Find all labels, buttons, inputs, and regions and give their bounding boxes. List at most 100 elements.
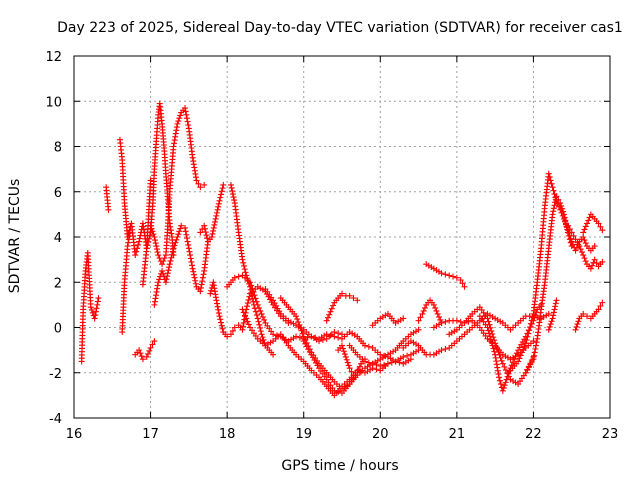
- data-point: [532, 345, 539, 352]
- data-point: [155, 279, 162, 286]
- data-point: [348, 368, 355, 375]
- data-point: [254, 301, 261, 308]
- series-trace-8: [151, 222, 211, 308]
- data-point: [257, 328, 264, 335]
- data-point: [258, 310, 265, 317]
- data-point: [94, 301, 101, 308]
- data-point: [242, 269, 249, 276]
- data-point: [577, 246, 584, 253]
- y-axis-label: SDTVAR / TECUs: [7, 179, 23, 294]
- data-point: [513, 350, 520, 357]
- data-point: [599, 299, 606, 306]
- data-point: [231, 274, 238, 281]
- data-point: [506, 368, 513, 375]
- data-point: [166, 261, 173, 268]
- data-point: [438, 270, 445, 277]
- data-point: [484, 324, 491, 331]
- y-tick-labels: -4 -2 0 2 4 6 8 10 12: [45, 50, 62, 427]
- data-point: [400, 315, 407, 322]
- data-point: [361, 358, 368, 365]
- data-point: [189, 262, 196, 269]
- data-point: [191, 274, 198, 281]
- data-point: [499, 360, 506, 367]
- data-point: [508, 362, 515, 369]
- data-point: [216, 313, 223, 320]
- data-point: [228, 184, 235, 191]
- data-point: [486, 330, 493, 337]
- data-point: [211, 221, 218, 228]
- data-point: [197, 288, 204, 295]
- data-points: [78, 100, 606, 399]
- data-point: [257, 307, 264, 314]
- data-point: [361, 342, 368, 349]
- y-tick-label: 2: [54, 276, 62, 291]
- data-point: [305, 346, 312, 353]
- data-point: [527, 320, 534, 327]
- data-point: [331, 387, 338, 394]
- data-point: [178, 222, 185, 229]
- data-point: [188, 258, 195, 265]
- data-point: [168, 254, 175, 261]
- data-point: [545, 326, 552, 333]
- data-point: [323, 317, 330, 324]
- data-point: [593, 260, 600, 267]
- data-point: [92, 308, 99, 315]
- data-point: [187, 252, 194, 259]
- y-tick-label: 10: [45, 95, 62, 110]
- data-point: [485, 327, 492, 334]
- data-point: [547, 177, 554, 184]
- data-point: [570, 232, 577, 239]
- data-point: [533, 339, 540, 346]
- data-point: [182, 228, 189, 235]
- data-point: [197, 229, 204, 236]
- data-point: [170, 245, 177, 252]
- data-point: [446, 272, 453, 279]
- data-point: [224, 333, 231, 340]
- data-point: [350, 295, 357, 302]
- y-tick-label: 12: [45, 50, 62, 65]
- data-point: [213, 297, 220, 304]
- data-point: [435, 313, 442, 320]
- series-trace-12: [224, 272, 414, 367]
- data-point: [344, 359, 351, 366]
- data-point: [419, 310, 426, 317]
- data-point: [453, 317, 460, 324]
- data-point: [171, 242, 178, 249]
- data-point: [529, 314, 536, 321]
- data-point: [227, 331, 234, 338]
- series-trace-30: [564, 222, 606, 272]
- data-point: [552, 300, 559, 307]
- data-point: [491, 348, 498, 355]
- data-point: [156, 255, 163, 262]
- data-point: [145, 238, 152, 245]
- data-point: [553, 297, 560, 304]
- data-point: [457, 318, 464, 325]
- data-point: [599, 227, 606, 234]
- data-point: [303, 343, 310, 350]
- data-point: [189, 265, 196, 272]
- data-point: [341, 351, 348, 358]
- data-point: [568, 243, 575, 250]
- data-point: [182, 108, 189, 115]
- series-trace-31: [572, 299, 606, 333]
- data-point: [595, 306, 602, 313]
- data-point: [442, 345, 449, 352]
- data-point: [415, 317, 422, 324]
- data-point: [165, 267, 172, 274]
- series-trace-20: [369, 310, 407, 329]
- data-point: [146, 347, 153, 354]
- data-point: [210, 224, 217, 231]
- data-point: [442, 318, 449, 325]
- data-point: [457, 276, 464, 283]
- data-point: [218, 191, 225, 198]
- data-point: [559, 205, 566, 212]
- data-point: [139, 356, 146, 363]
- data-point: [257, 324, 264, 331]
- series-trace-13: [239, 306, 422, 399]
- data-point: [164, 273, 171, 280]
- data-point: [199, 278, 206, 285]
- data-point: [545, 170, 552, 177]
- x-tick-label: 20: [372, 427, 389, 442]
- data-point: [195, 180, 202, 187]
- data-point: [148, 225, 155, 232]
